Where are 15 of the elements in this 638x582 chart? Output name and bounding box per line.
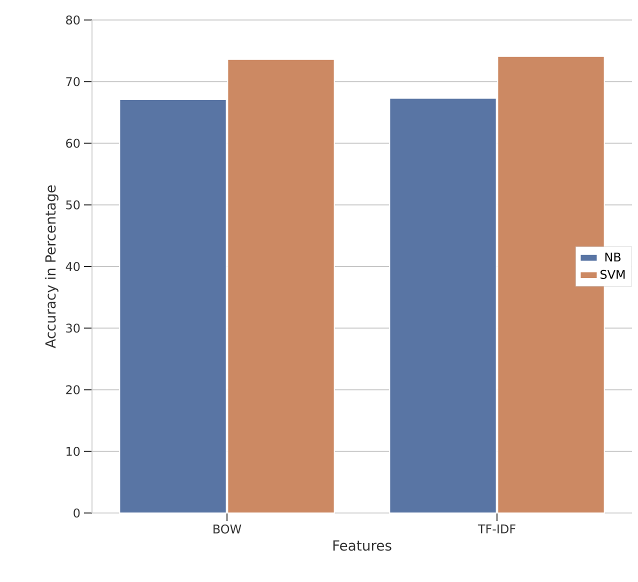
y-tick-label: 10	[66, 446, 80, 456]
y-tick-label: 60	[66, 138, 80, 148]
y-tick-label: 40	[66, 262, 80, 272]
y-tick-label: 80	[66, 15, 80, 25]
y-axis-title: Accuracy in Percentage	[44, 185, 58, 348]
x-tick-label: BOW	[214, 524, 242, 534]
x-tick-label: TF-IDF	[478, 524, 516, 534]
y-tick-label: 70	[66, 77, 80, 86]
x-axis-title: Features	[333, 540, 392, 551]
y-tick-label: 0	[74, 508, 80, 518]
y-tick-label: 20	[66, 385, 80, 394]
y-tick-label: 30	[66, 324, 80, 333]
y-tick-label: 50	[66, 200, 80, 210]
legend-label: NB	[605, 252, 620, 262]
legend-label: SVM	[600, 270, 625, 279]
